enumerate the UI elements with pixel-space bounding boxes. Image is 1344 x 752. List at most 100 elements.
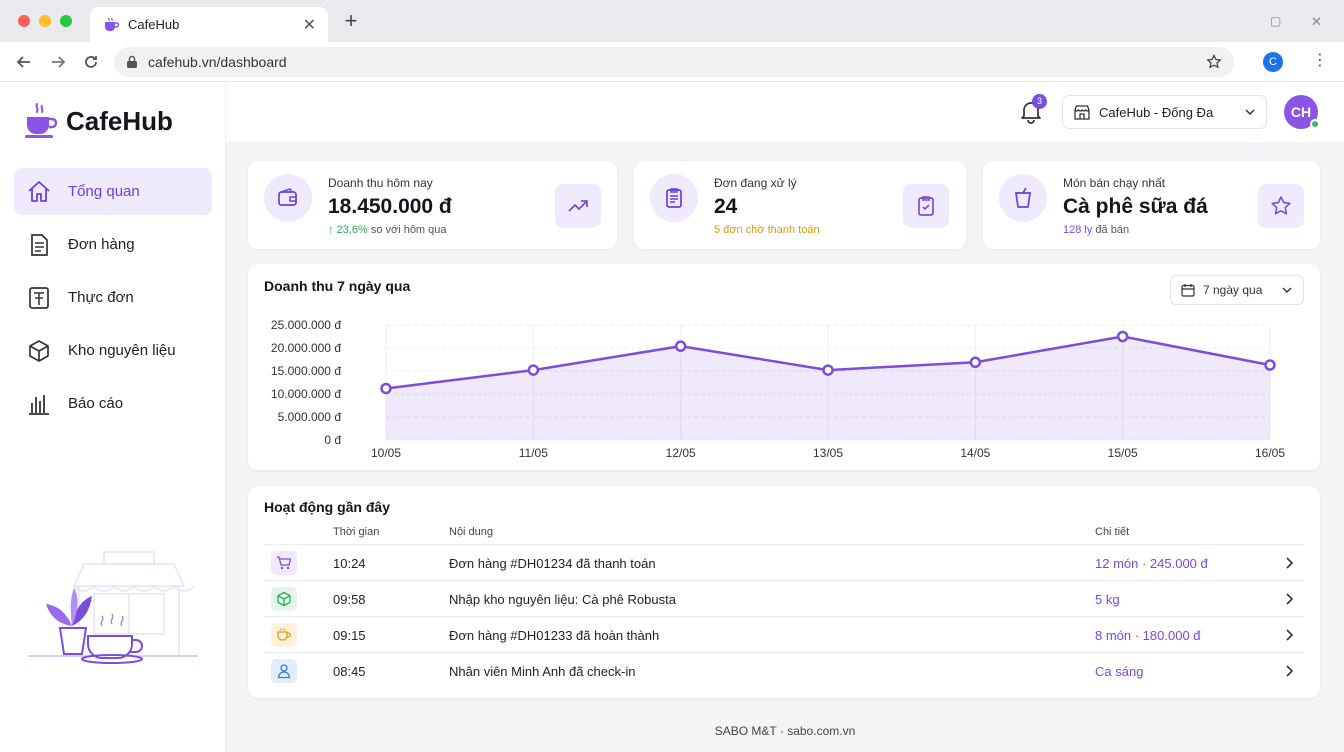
browser-tab[interactable]: CafeHub ✕ [90, 7, 328, 42]
sidebar-item-menu[interactable]: Thực đơn [14, 274, 212, 321]
sidebar-item-overview[interactable]: Tổng quan [14, 168, 212, 215]
user-icon [271, 659, 297, 683]
stat-sub: 5 đơn chờ thanh toán [714, 224, 820, 236]
browser-profile-avatar[interactable]: C [1263, 52, 1283, 72]
activity-row[interactable]: 10:24 Đơn hàng #DH01234 đã thanh toán 12… [264, 544, 1304, 580]
reload-icon[interactable] [81, 52, 101, 72]
minimize-window-button[interactable] [39, 15, 51, 27]
restore-window-icon[interactable]: ▢ [1270, 14, 1282, 28]
cart-icon [271, 551, 297, 575]
back-arrow-icon[interactable] [14, 52, 34, 72]
revenue-area-chart: 25.000.000 đ 20.000.000 đ 15.000.000 đ 10.0… [271, 318, 1285, 460]
activity-time: 08:45 [333, 664, 366, 679]
stat-value: 18.450.000 đ [328, 195, 452, 218]
data-point [1264, 359, 1276, 371]
close-tab-icon[interactable]: ✕ [302, 16, 316, 34]
url-field[interactable]: cafehub.vn/dashboard [114, 47, 1234, 77]
activity-detail: 5 kg [1095, 592, 1120, 607]
sidebar-item-label: Kho nguyên liệu [68, 342, 176, 359]
maximize-window-button[interactable] [60, 15, 72, 27]
clipboard-check-icon [903, 184, 949, 228]
browser-menu-icon[interactable]: ⋮ [1312, 52, 1328, 69]
store-name: CafeHub - Đống Đa [1099, 104, 1214, 120]
brand-logo[interactable]: CafeHub [24, 102, 173, 140]
forward-arrow-icon[interactable] [48, 52, 68, 72]
y-tick-label: 20.000.000 đ [271, 341, 341, 355]
store-selector[interactable]: CafeHub - Đống Đa [1062, 95, 1267, 129]
activity-content: Nhân viên Minh Anh đã check-in [449, 664, 636, 679]
x-tick-label: 11/05 [519, 446, 548, 460]
document-icon [26, 232, 52, 258]
new-tab-button[interactable]: + [344, 8, 358, 33]
stat-sub: 128 ly đã bán [1063, 224, 1129, 236]
cafe-illustration [28, 551, 198, 664]
data-point [380, 382, 392, 395]
activity-content: Đơn hàng #DH01234 đã thanh toán [449, 556, 656, 571]
activity-detail: 8 món · 180.000 đ [1095, 628, 1201, 643]
bar-chart-icon [26, 391, 52, 417]
top-header: 3 CafeHub - Đống Đa CH [226, 82, 1344, 142]
tab-title: CafeHub [128, 17, 180, 32]
activity-row[interactable]: 08:45 Nhân viên Minh Anh đã check-in Ca … [264, 652, 1304, 688]
activity-detail: Ca sáng [1095, 664, 1144, 679]
activity-row[interactable]: 09:15 Đơn hàng #DH01233 đã hoàn thành 8 … [264, 616, 1304, 652]
column-header-detail: Chi tiết [1095, 526, 1130, 538]
column-header-time: Thời gian [333, 526, 380, 538]
coffee-logo-icon [25, 103, 58, 138]
activity-title: Hoạt động gần đây [264, 499, 390, 515]
revenue-chart-card: Doanh thu 7 ngày qua 7 ngày qua 25.000.0… [248, 264, 1320, 470]
y-tick-label: 10.000.000 đ [271, 387, 341, 401]
chevron-right-icon[interactable] [1282, 627, 1296, 643]
activity-time: 09:15 [333, 628, 366, 643]
stat-value: Cà phê sữa đá [1063, 195, 1208, 218]
date-range-select[interactable]: 7 ngày qua [1170, 275, 1304, 305]
wallet-icon [264, 174, 312, 222]
data-point [822, 364, 834, 376]
lock-icon [127, 55, 137, 68]
stat-change-suffix: so với hôm qua [370, 224, 447, 236]
best-seller-card: Món bán chạy nhất Cà phê sữa đá 128 ly đ… [983, 161, 1320, 249]
stat-label: Doanh thu hôm nay [328, 176, 433, 190]
calendar-icon [1181, 284, 1195, 297]
user-avatar[interactable]: CH [1284, 95, 1318, 129]
x-tick-label: 12/05 [666, 446, 696, 460]
stat-change: ↑ 23,6% so với hôm qua [328, 224, 447, 236]
drink-cup-icon [999, 174, 1047, 222]
address-bar: cafehub.vn/dashboard C ⋮ [0, 42, 1344, 82]
x-tick-label: 16/05 [1255, 446, 1285, 460]
sidebar-item-label: Tổng quan [68, 183, 140, 200]
chevron-right-icon[interactable] [1282, 555, 1296, 571]
stat-label: Đơn đang xử lý [714, 176, 797, 190]
chevron-down-icon [1245, 109, 1255, 116]
close-window-button[interactable] [18, 15, 30, 27]
online-status-dot [1310, 119, 1320, 129]
sidebar-item-inventory[interactable]: Kho nguyên liệu [14, 327, 212, 374]
stat-label: Món bán chạy nhất [1063, 176, 1166, 190]
y-tick-label: 5.000.000 đ [278, 410, 342, 424]
bookmark-star-icon[interactable] [1206, 54, 1222, 70]
chevron-right-icon[interactable] [1282, 663, 1296, 679]
footer-text: SABO M&T · sabo.com.vn [714, 724, 856, 738]
sidebar-item-reports[interactable]: Báo cáo [14, 380, 212, 427]
x-tick-label: 14/05 [960, 446, 990, 460]
sidebar-item-orders[interactable]: Đơn hàng [14, 221, 212, 268]
close-browser-icon[interactable]: ✕ [1311, 14, 1322, 29]
chart-title: Doanh thu 7 ngày qua [264, 278, 411, 294]
activity-row[interactable]: 09:58 Nhập kho nguyên liệu: Cà phê Robus… [264, 580, 1304, 616]
data-point [674, 340, 687, 352]
orders-processing-card: Đơn đang xử lý 24 5 đơn chờ thanh toán [634, 161, 966, 249]
activity-content: Đơn hàng #DH01233 đã hoàn thành [449, 628, 660, 643]
area-fill [386, 336, 1270, 440]
browser-tab-bar: CafeHub ✕ + ▢ ✕ [0, 0, 1344, 42]
sidebar-item-label: Thực đơn [68, 289, 134, 306]
data-point [1116, 330, 1129, 343]
x-tick-label: 10/05 [371, 446, 401, 460]
sidebar-nav: Tổng quan Đơn hàng Thực đơn Kho nguyên l… [14, 168, 212, 433]
y-tick-label: 25.000.000 đ [271, 318, 341, 332]
stat-change-percent: ↑ 23,6% [328, 224, 368, 236]
stat-value: 24 [714, 195, 738, 218]
recent-activity-card: Hoạt động gần đây Thời gian Nội dung Chi… [248, 486, 1320, 698]
star-icon [1258, 184, 1304, 228]
sidebar-item-label: Đơn hàng [68, 236, 135, 253]
chevron-right-icon[interactable] [1282, 591, 1296, 607]
